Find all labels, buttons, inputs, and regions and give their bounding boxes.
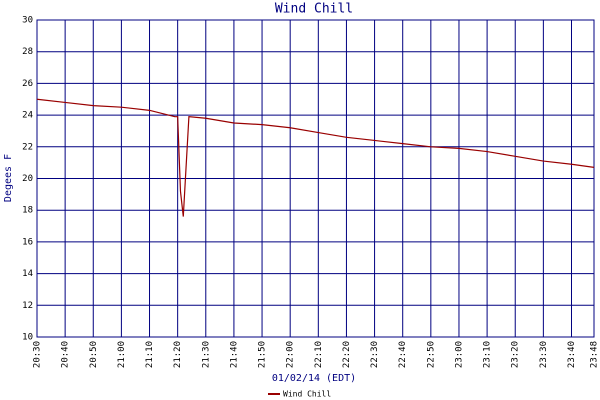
x-tick-label: 23:48 <box>590 341 600 368</box>
x-tick-label: 22:00 <box>286 341 296 368</box>
x-tick-label: 23:10 <box>483 341 493 368</box>
x-tick-label: 20:40 <box>61 341 71 368</box>
x-tick-label: 22:20 <box>342 341 352 368</box>
y-tick-label: 18 <box>22 206 33 216</box>
x-tick-label: 21:50 <box>258 341 268 368</box>
x-tick-label: 23:00 <box>454 341 464 368</box>
x-tick-label: 22:50 <box>426 341 436 368</box>
x-tick-label: 22:10 <box>314 341 324 368</box>
y-tick-label: 24 <box>22 111 33 121</box>
y-tick-label: 16 <box>22 237 33 247</box>
x-tick-label: 21:10 <box>145 341 155 368</box>
x-tick-label: 20:30 <box>33 341 43 368</box>
y-tick-label: 14 <box>22 269 33 279</box>
y-tick-label: 28 <box>22 47 33 57</box>
x-tick-label: 22:30 <box>370 341 380 368</box>
chart-title: Wind Chill <box>275 2 353 17</box>
y-tick-label: 30 <box>22 16 33 26</box>
y-tick-label: 26 <box>22 79 33 89</box>
x-tick-label: 22:40 <box>398 341 408 368</box>
x-tick-label: 21:30 <box>201 341 211 368</box>
x-tick-label: 21:40 <box>229 341 239 368</box>
x-tick-label: 21:20 <box>173 341 183 368</box>
y-tick-label: 22 <box>22 142 33 152</box>
data-line <box>36 98 595 217</box>
x-tick-label: 21:00 <box>117 341 127 368</box>
legend-label: Wind Chill <box>283 390 331 399</box>
x-tick-label: 23:40 <box>567 341 577 368</box>
y-tick-label: 10 <box>22 333 33 343</box>
x-axis-label: 01/02/14 (EDT) <box>272 373 356 384</box>
y-tick-label: 12 <box>22 301 33 311</box>
x-tick-label: 20:50 <box>89 341 99 368</box>
x-tick-label: 23:30 <box>539 341 549 368</box>
y-axis-label: Degees F <box>3 154 14 202</box>
y-tick-label: 20 <box>22 174 33 184</box>
x-tick-label: 23:20 <box>511 341 521 368</box>
